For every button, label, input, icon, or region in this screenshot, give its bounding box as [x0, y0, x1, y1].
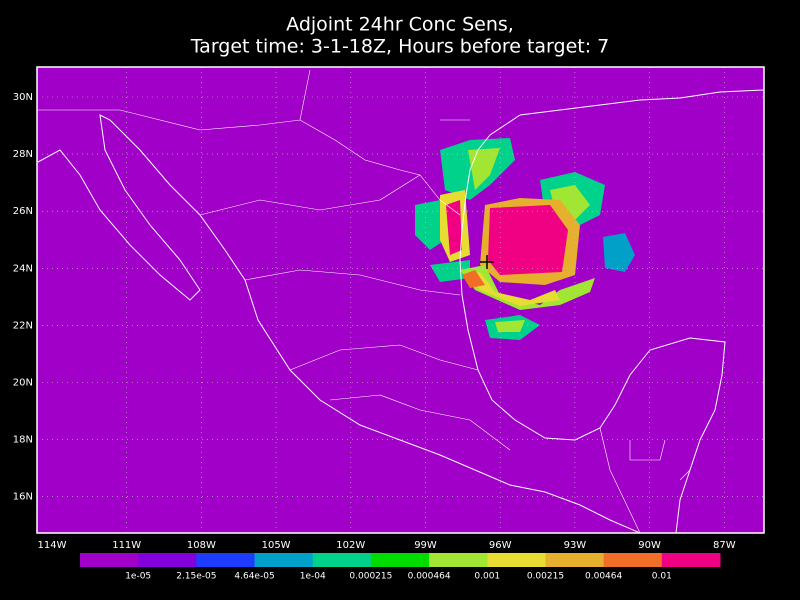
contour-fill	[488, 205, 568, 275]
colorbar-swatch	[661, 553, 721, 567]
graticule	[37, 67, 764, 533]
lat-label: 28N	[13, 149, 33, 160]
sensitivity-field	[415, 138, 635, 340]
colorbar-swatch	[603, 553, 663, 567]
contour-fill	[460, 265, 595, 310]
lat-label: 20N	[13, 378, 33, 389]
target-marker	[480, 255, 494, 269]
field-background	[37, 67, 764, 533]
colorbar-swatch	[312, 553, 372, 567]
colorbar-swatch	[487, 553, 546, 567]
title-line: Adjoint 24hr Conc Sens,	[286, 14, 514, 36]
contour-fill	[495, 320, 525, 332]
lon-label: 111W	[112, 540, 141, 551]
lon-label: 90W	[638, 540, 661, 551]
colorbar-swatch	[545, 553, 605, 567]
axis-labels: 30N 28N 26N 24N 22N 20N 18N 16N 114W 111W 108W 105W…	[13, 92, 736, 551]
lon-label: 93W	[564, 540, 587, 551]
lon-label: 114W	[38, 540, 67, 551]
lat-label: 30N	[13, 92, 33, 103]
coastline	[519, 89, 765, 116]
colorbar-label: 0.00464	[585, 572, 622, 582]
lat-label: 16N	[13, 492, 33, 503]
coastline	[37, 114, 641, 534]
colorbar-swatch	[370, 553, 430, 567]
lon-label: 105W	[262, 540, 291, 551]
colorbar-label: 4.64e-05	[234, 572, 274, 582]
colorbar-swatch	[254, 553, 314, 567]
colorbar-label: 0.00215	[527, 572, 564, 582]
contour-fill	[415, 200, 445, 250]
colorbar-swatch	[196, 553, 256, 567]
lat-label: 26N	[13, 206, 33, 217]
colorbar-label: 1e-04	[300, 572, 326, 582]
contour-fill	[465, 272, 560, 306]
lat-label: 24N	[13, 263, 33, 274]
coastline	[459, 114, 726, 534]
contour-fill	[603, 233, 635, 272]
lon-label: 102W	[336, 540, 365, 551]
colorbar-swatch	[80, 553, 139, 567]
lon-label: 96W	[489, 540, 512, 551]
colorbar-label: 2.15e-05	[176, 572, 216, 582]
contour-fill	[462, 270, 485, 288]
colorbar-label: 0.01	[652, 572, 672, 582]
plot-area	[36, 66, 765, 534]
lon-label: 99W	[414, 540, 437, 551]
lat-label: 22N	[13, 320, 33, 331]
title-line: Target time: 3-1-18Z, Hours before targe…	[190, 36, 610, 58]
colorbar-swatch	[429, 553, 488, 567]
colorbar: 1e-05 2.15e-05 4.64e-05 1e-04 0.000215 0.0004…	[80, 553, 721, 582]
colorbar-swatch	[138, 553, 197, 567]
contour-fill	[468, 148, 500, 190]
colorbar-label: 0.000464	[408, 572, 451, 582]
lon-label: 108W	[187, 540, 216, 551]
lon-label: 87W	[713, 540, 736, 551]
lat-label: 18N	[13, 435, 33, 446]
colorbar-label: 1e-05	[125, 572, 151, 582]
border	[38, 69, 691, 481]
colorbar-label: 0.001	[474, 572, 500, 582]
colorbar-label: 0.000215	[349, 572, 392, 582]
state-border	[199, 174, 641, 534]
plot-frame	[36, 66, 765, 534]
